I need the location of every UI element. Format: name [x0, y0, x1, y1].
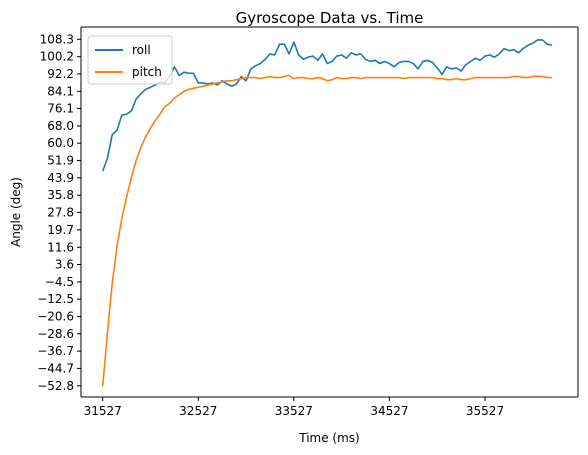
y-tick-label: −12.5: [37, 292, 74, 306]
y-tick-label: 51.9: [47, 154, 74, 168]
legend-label-roll: roll: [132, 43, 151, 57]
x-tick-label: 34527: [370, 404, 408, 418]
y-tick-label: −4.5: [45, 275, 74, 289]
y-tick-label: −20.6: [37, 310, 74, 324]
x-tick-label: 31527: [84, 404, 122, 418]
x-axis-title: Time (ms): [298, 431, 360, 445]
y-tick-label: −44.7: [37, 361, 74, 375]
plot-area: [81, 27, 578, 397]
y-tick-label: 3.6: [55, 257, 74, 271]
y-tick-label: 60.0: [47, 136, 74, 150]
y-tick-label: 19.7: [47, 223, 74, 237]
plot-background: [81, 27, 578, 397]
y-tick-label: 76.1: [47, 102, 74, 116]
y-axis-ticks: −52.8 −44.7 −36.7 −28.6 −20.6 −12.5 −4.5 3.6 11.…: [37, 32, 81, 393]
axes-frame: [80, 26, 579, 398]
chart-title: Gyroscope Data vs. Time: [236, 9, 424, 27]
y-tick-label: 68.0: [47, 119, 74, 133]
series-layer: [101, 39, 553, 387]
x-axis-ticks: 31527 32527 33527 34527 35527: [84, 397, 504, 418]
y-tick-label: 108.3: [40, 32, 74, 46]
y-tick-label: 84.1: [47, 84, 74, 98]
x-tick-label: 32527: [179, 404, 217, 418]
y-tick-label: −36.7: [37, 344, 74, 358]
y-tick-label: −52.8: [37, 379, 74, 393]
series-pitch: [101, 74, 552, 387]
legend-label-pitch: pitch: [132, 65, 162, 79]
y-tick-label: 11.6: [47, 240, 74, 254]
y-tick-label: 35.8: [47, 188, 74, 202]
y-axis-title: Angle (deg): [9, 177, 23, 247]
y-tick-label: −28.6: [37, 327, 74, 341]
y-tick-label: 27.8: [47, 205, 74, 219]
x-tick-label: 35527: [466, 404, 504, 418]
y-tick-label: 43.9: [47, 171, 74, 185]
y-tick-label: 100.2: [40, 50, 74, 64]
series-roll: [101, 39, 553, 172]
y-tick-label: 92.2: [47, 67, 74, 81]
x-tick-label: 33527: [275, 404, 313, 418]
legend: roll pitch: [87, 35, 173, 85]
